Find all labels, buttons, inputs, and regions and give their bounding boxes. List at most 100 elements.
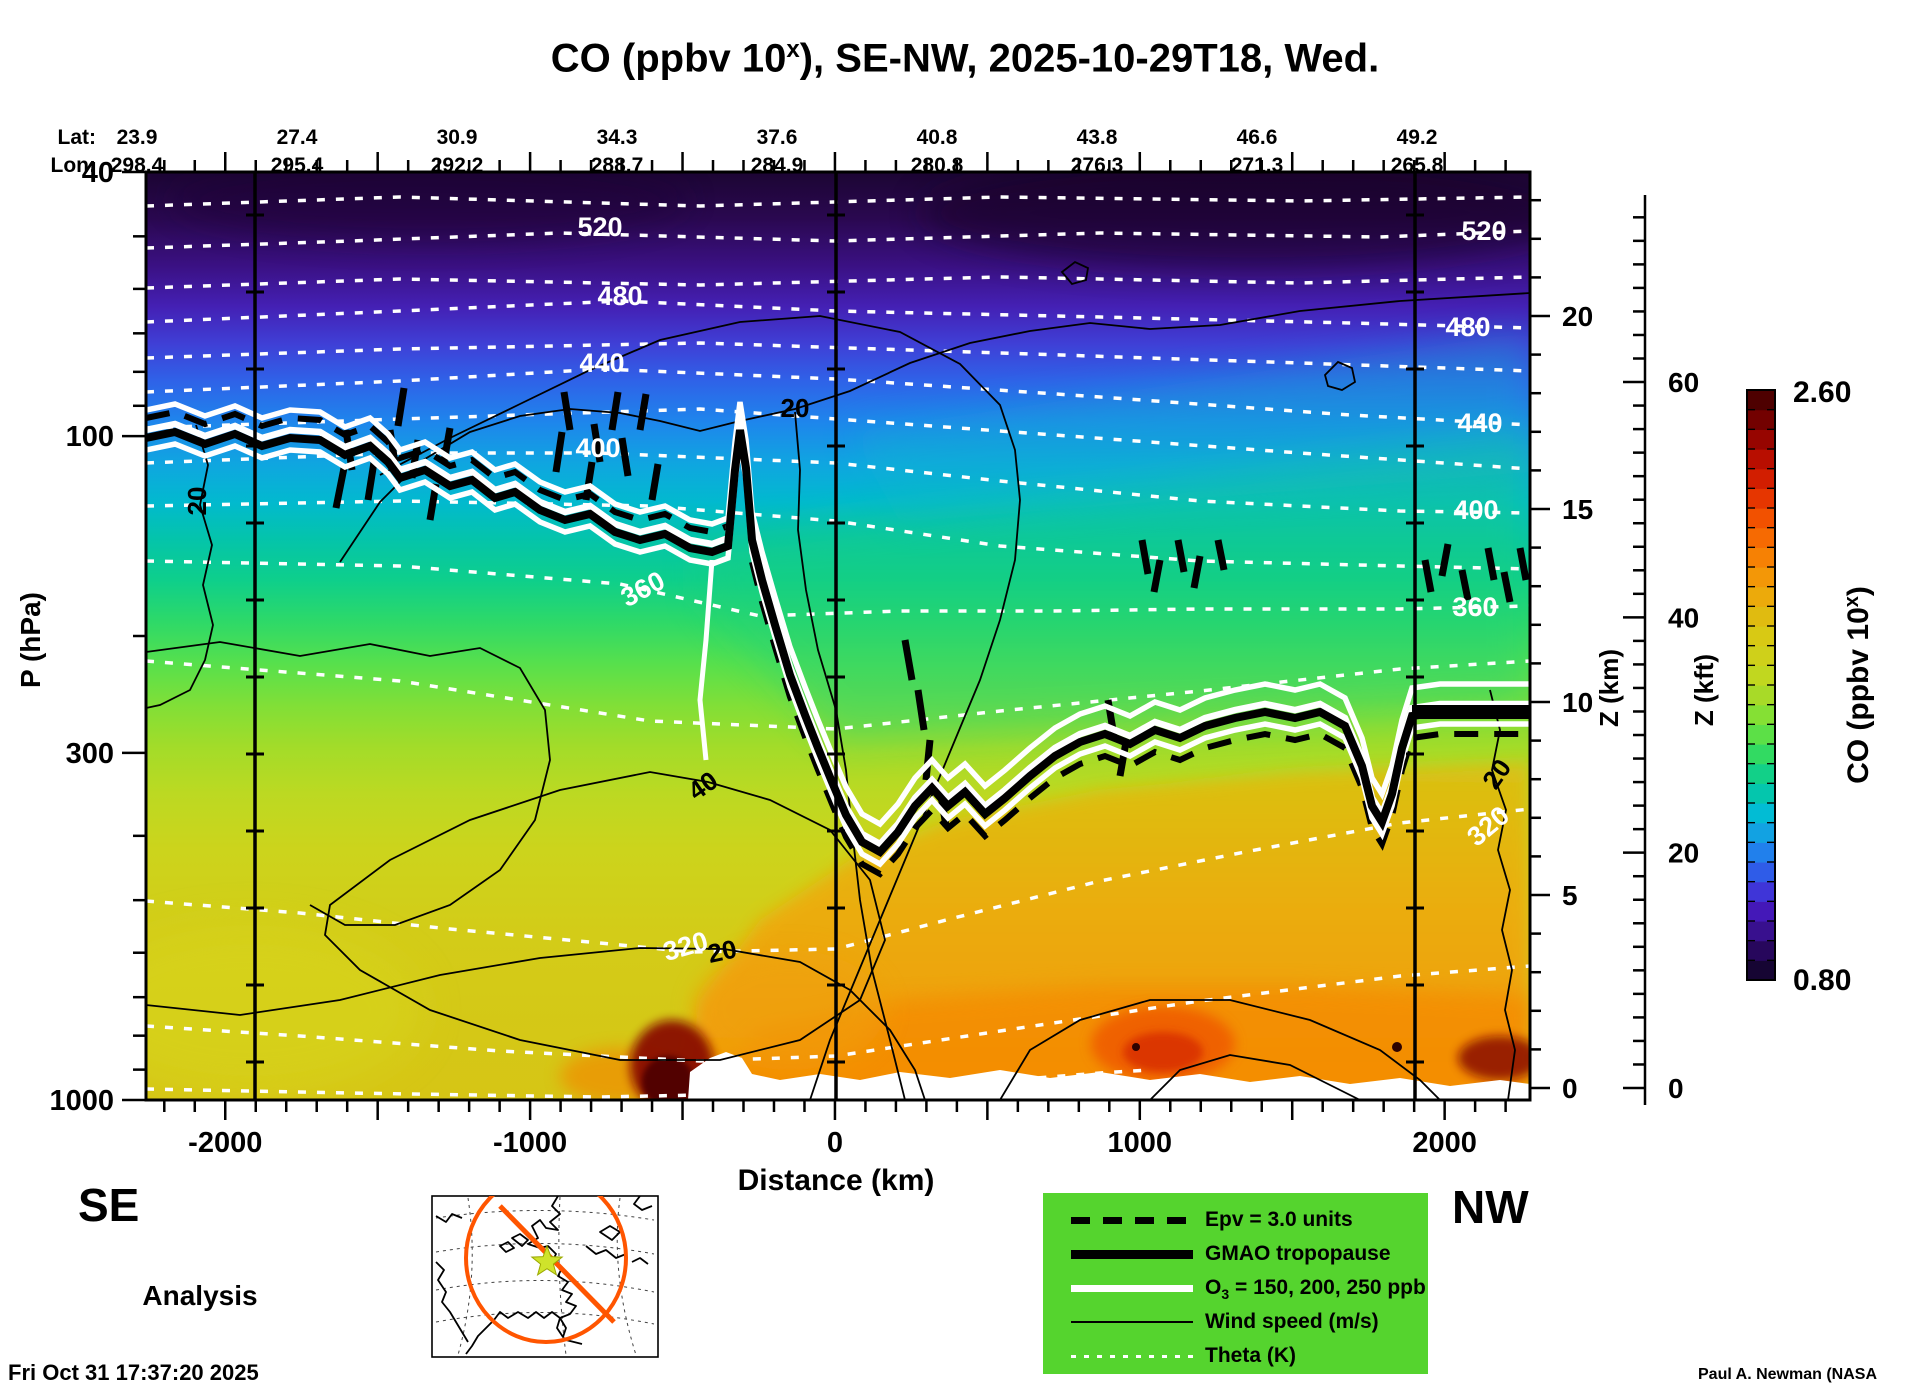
section-marker-lines [246, 172, 1424, 1100]
colorbar-title: CO (ppbv 10x) [1841, 586, 1875, 784]
map-location-star [530, 1244, 564, 1277]
map-coastline [465, 1196, 577, 1355]
svg-text:Z (km): Z (km) [1594, 649, 1624, 727]
svg-text:1000: 1000 [1108, 1127, 1173, 1159]
tropopause-line-swatch [1071, 1250, 1193, 1259]
lon-value: 298.4 [110, 154, 164, 177]
svg-text:520: 520 [1461, 216, 1506, 246]
svg-text:20: 20 [705, 934, 740, 969]
nw-endpoint-label: NW [1452, 1181, 1529, 1233]
lon-value: 295.4 [270, 154, 324, 177]
wind-contours [146, 260, 1530, 1100]
wind-line-swatch [1071, 1321, 1193, 1323]
x-axis-title: Distance (km) [737, 1164, 935, 1197]
map-coastline [631, 1257, 649, 1265]
svg-text:P (hPa): P (hPa) [15, 592, 46, 688]
svg-text:15: 15 [1562, 494, 1593, 525]
lon-value: 284.9 [750, 154, 804, 177]
svg-text:0: 0 [1668, 1073, 1684, 1104]
lat-value: 23.9 [116, 126, 158, 149]
map-coastline [511, 1233, 529, 1247]
kft-labels: 0 20 40 60 Z (kft) [1668, 367, 1719, 1104]
svg-text:400: 400 [1453, 495, 1498, 525]
creation-timestamp: Fri Oct 31 17:37:20 2025 [8, 1360, 259, 1385]
map-inset [431, 1195, 659, 1358]
kft-axis [1623, 195, 1647, 1105]
svg-text:20: 20 [1562, 301, 1593, 332]
lat-value: 34.3 [596, 126, 638, 149]
ozone-line-swatch [1071, 1285, 1193, 1292]
svg-text:520: 520 [577, 212, 622, 242]
analysis-label: Analysis [142, 1280, 258, 1311]
svg-text:440: 440 [1457, 408, 1502, 438]
svg-text:0: 0 [827, 1127, 843, 1159]
lon-value: 265.8 [1390, 154, 1444, 177]
map-section-path [498, 1204, 616, 1324]
map-coastline [565, 1339, 583, 1345]
svg-text:-2000: -2000 [188, 1127, 262, 1159]
lat-prefix: Lat: [57, 126, 97, 149]
svg-text:20: 20 [1668, 838, 1699, 869]
credit-text: Paul A. Newman (NASA [1698, 1366, 1877, 1383]
map-coastline [585, 1245, 627, 1259]
legend-item-ozone: O3 = 150, 200, 250 ppb [1043, 1271, 1428, 1305]
axis-tick-labels: -2000 -1000 0 1000 2000 40 100 300 1000 0 5 10 15 20 P… [15, 157, 1624, 1159]
svg-text:440: 440 [579, 348, 624, 378]
longitude-row: Lon: 298.4 295.4 292.2 288.7 284.9 280.8 276.3… [0, 154, 1926, 180]
svg-text:2000: 2000 [1412, 1127, 1477, 1159]
svg-text:480: 480 [1445, 312, 1490, 342]
svg-text:1000: 1000 [49, 1085, 114, 1117]
co-field [146, 172, 1530, 1100]
lon-value: 276.3 [1070, 154, 1124, 177]
lon-prefix: Lon: [50, 154, 96, 177]
epv-line-swatch [1071, 1217, 1193, 1224]
svg-text:Z (kft): Z (kft) [1689, 654, 1719, 726]
map-range-circle [464, 1196, 628, 1344]
axes [122, 152, 1550, 1120]
svg-text:40: 40 [82, 157, 114, 189]
map-graticule [435, 1209, 655, 1221]
legend-item-theta: Theta (K) [1043, 1339, 1428, 1373]
map-coastline [435, 1213, 463, 1223]
map-coastline [435, 1261, 469, 1343]
tropopause-line [146, 427, 1530, 858]
lat-value: 49.2 [1396, 126, 1438, 149]
latitude-row: Lat: 23.9 27.4 30.9 34.3 37.6 40.8 43.8 46.6 49.… [0, 126, 1926, 152]
legend-item-wind: Wind speed (m/s) [1043, 1305, 1428, 1339]
svg-text:40: 40 [1668, 602, 1699, 633]
svg-text:300: 300 [66, 738, 114, 770]
map-coastline [556, 1317, 567, 1338]
page-title: CO (ppbv 10x), SE-NW, 2025-10-29T18, Wed… [550, 36, 1380, 81]
legend-box: Epv = 3.0 units GMAO tropopause O3 = 150… [1043, 1193, 1428, 1374]
svg-text:400: 400 [575, 433, 620, 463]
epv-contours [146, 408, 1530, 878]
map-coastline [633, 1196, 653, 1211]
colorbar: 2.60 0.80 CO (ppbv 10x) [1746, 376, 1875, 997]
svg-text:10: 10 [1562, 687, 1593, 718]
svg-text:0.80: 0.80 [1793, 964, 1851, 997]
theta-line-swatch [1071, 1355, 1193, 1358]
map-coastline [499, 1241, 515, 1253]
lat-value: 40.8 [916, 126, 958, 149]
svg-text:480: 480 [597, 281, 642, 311]
svg-text:20: 20 [781, 393, 810, 423]
svg-text:360: 360 [1452, 592, 1497, 622]
svg-text:5: 5 [1562, 880, 1578, 911]
svg-text:20: 20 [182, 487, 212, 516]
terrain-mask [688, 1052, 1530, 1100]
lat-value: 30.9 [436, 126, 478, 149]
legend-item-epv: Epv = 3.0 units [1043, 1203, 1428, 1237]
svg-text:60: 60 [1668, 367, 1699, 398]
lat-value: 46.6 [1236, 126, 1278, 149]
lon-value: 280.8 [910, 154, 964, 177]
svg-text:100: 100 [66, 421, 114, 453]
svg-text:-1000: -1000 [493, 1127, 567, 1159]
lon-value: 271.3 [1230, 154, 1284, 177]
lon-value: 292.2 [430, 154, 484, 177]
se-endpoint-label: SE [78, 1179, 140, 1231]
svg-text:2.60: 2.60 [1793, 376, 1851, 409]
lat-value: 43.8 [1076, 126, 1118, 149]
lat-value: 37.6 [756, 126, 798, 149]
